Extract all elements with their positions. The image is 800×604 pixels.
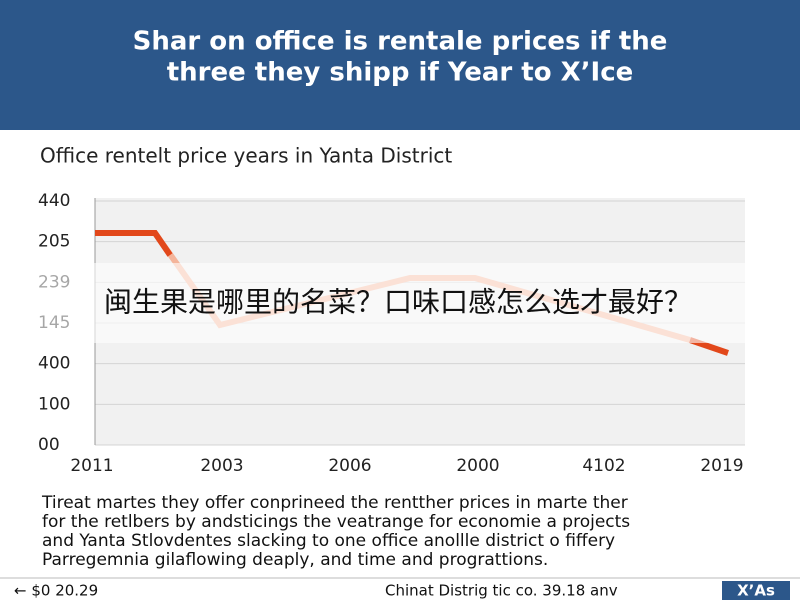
body-line: Tireat martes they offer conprineed the … [41,493,628,513]
header-title: three they shipp if Year to X’Ice [167,58,634,88]
footer-center: Chinat Distrig tic co. 39.18 anv [385,582,618,600]
x-label: 2000 [456,456,499,476]
x-label: 2011 [70,456,113,476]
overlay-caption: 闽生果是哪里的名菜？口味口感怎么选才最好？ [104,286,692,317]
caption-band [0,263,800,343]
y-label: 440 [38,191,70,211]
footer-left: ← $0 20.29 [14,582,98,600]
y-label: 400 [38,354,70,374]
x-label: 2006 [328,456,371,476]
x-label: 2003 [200,456,243,476]
header-band [0,0,800,130]
x-label: 2019 [700,456,743,476]
x-label: 4102 [582,456,625,476]
line [95,230,173,257]
footer-badge[interactable]: X’As [737,582,775,600]
header-title: Shar on office is rentale prices if the [133,27,668,57]
body-line: Parregemnia gilaflowing deaply, and time… [42,550,548,570]
body-line: for the retlbers by andsticings the veat… [42,512,630,532]
y-label: 100 [38,394,70,414]
x-labels: 2011 2003 2006 2000 4102 2019 [70,456,743,476]
chart-title: Office rentelt price years in Yanta Dist… [40,144,452,168]
body-text: Tireat martes they offer conprineed the … [41,493,630,570]
y-label: 00 [38,435,60,455]
footer-badge-bg [722,581,790,600]
body-line: and Yanta Stlovdentes slacking to one of… [42,531,615,551]
y-label: 205 [38,232,70,252]
